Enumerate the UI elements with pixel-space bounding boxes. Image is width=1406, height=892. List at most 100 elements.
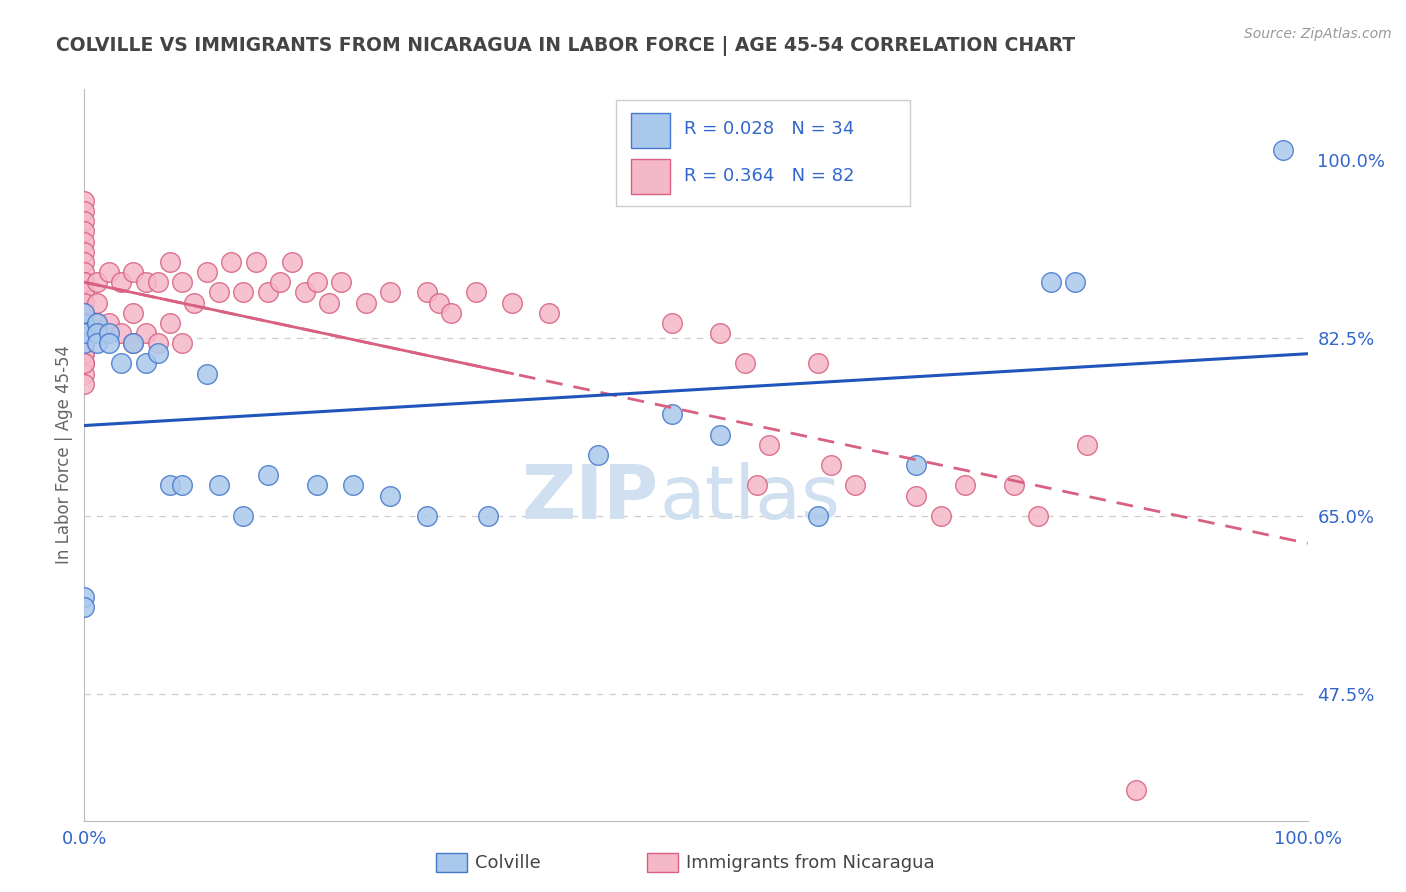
Point [110, 356, 132, 371]
Point [73, 356, 96, 371]
Point [73, 295, 96, 310]
Point [709, 427, 731, 442]
Text: Immigrants from Nicaragua: Immigrants from Nicaragua [686, 854, 935, 871]
Point [318, 295, 340, 310]
Point [122, 336, 145, 351]
Point [208, 478, 231, 492]
Point [1272, 143, 1295, 157]
Point [734, 356, 756, 371]
Point [73, 367, 96, 381]
FancyBboxPatch shape [616, 100, 910, 206]
Point [97, 326, 120, 340]
Point [73, 244, 96, 259]
Point [135, 356, 157, 371]
Point [844, 478, 866, 492]
Point [440, 306, 463, 320]
Point [245, 255, 267, 269]
Point [416, 285, 439, 300]
Point [219, 255, 242, 269]
Point [86, 336, 108, 351]
Point [135, 326, 157, 340]
Point [73, 600, 96, 615]
Point [195, 367, 218, 381]
Text: R = 0.364   N = 82: R = 0.364 N = 82 [683, 167, 855, 185]
Text: atlas: atlas [659, 462, 841, 535]
Point [159, 478, 181, 492]
Point [758, 438, 780, 452]
Text: Colville: Colville [475, 854, 541, 871]
Point [257, 285, 280, 300]
Point [1028, 508, 1050, 523]
Point [905, 489, 928, 503]
Text: R = 0.028   N = 34: R = 0.028 N = 34 [683, 120, 853, 138]
Point [73, 326, 96, 340]
Point [73, 376, 96, 391]
Point [195, 265, 218, 279]
Point [183, 295, 205, 310]
Point [807, 508, 830, 523]
Point [502, 295, 524, 310]
Point [1064, 275, 1087, 289]
Point [281, 255, 304, 269]
Point [416, 508, 439, 523]
Point [73, 235, 96, 249]
Point [97, 265, 120, 279]
Point [73, 255, 96, 269]
Point [73, 275, 96, 289]
Text: COLVILLE VS IMMIGRANTS FROM NICARAGUA IN LABOR FORCE | AGE 45-54 CORRELATION CHA: COLVILLE VS IMMIGRANTS FROM NICARAGUA IN… [56, 36, 1076, 55]
Point [305, 478, 328, 492]
Point [159, 255, 181, 269]
Point [464, 285, 486, 300]
Point [146, 275, 169, 289]
Point [305, 275, 328, 289]
Point [1002, 478, 1025, 492]
Point [172, 478, 194, 492]
Point [342, 478, 364, 492]
Point [73, 285, 96, 300]
Point [73, 194, 96, 208]
Point [73, 356, 96, 371]
Point [110, 275, 132, 289]
Point [73, 224, 96, 238]
Point [73, 275, 96, 289]
Point [330, 275, 353, 289]
Point [73, 285, 96, 300]
Point [86, 295, 108, 310]
Point [73, 265, 96, 279]
Point [586, 448, 609, 462]
Point [1076, 438, 1098, 452]
Bar [631, 112, 671, 148]
Point [269, 275, 291, 289]
Point [122, 265, 145, 279]
Point [661, 316, 683, 330]
Point [73, 336, 96, 351]
Point [73, 306, 96, 320]
Point [208, 285, 231, 300]
Point [807, 356, 830, 371]
Point [380, 489, 402, 503]
Y-axis label: In Labor Force | Age 45-54: In Labor Force | Age 45-54 [55, 345, 73, 565]
Point [953, 478, 976, 492]
Point [110, 326, 132, 340]
Point [73, 204, 96, 219]
Point [159, 316, 181, 330]
Point [73, 214, 96, 228]
Point [73, 336, 96, 351]
Point [232, 285, 254, 300]
Point [73, 326, 96, 340]
Point [122, 306, 145, 320]
Point [122, 336, 145, 351]
Point [232, 508, 254, 523]
Point [538, 306, 561, 320]
Point [73, 336, 96, 351]
Point [354, 295, 377, 310]
Point [172, 336, 194, 351]
Point [661, 407, 683, 421]
Point [73, 316, 96, 330]
Point [97, 336, 120, 351]
Point [73, 590, 96, 604]
Point [86, 275, 108, 289]
Point [929, 508, 952, 523]
Point [73, 316, 96, 330]
Text: Source: ZipAtlas.com: Source: ZipAtlas.com [1244, 27, 1392, 41]
